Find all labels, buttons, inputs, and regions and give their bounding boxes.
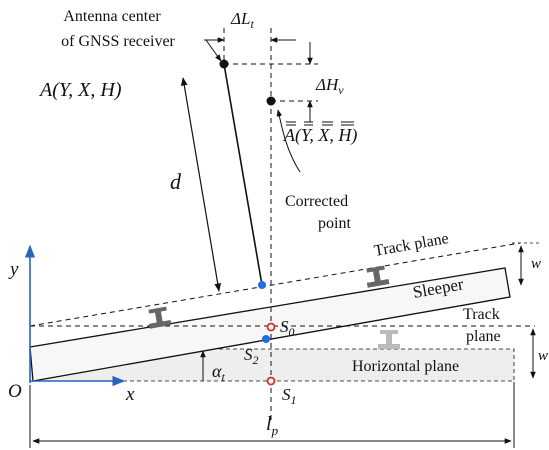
- pole-foot-point: [258, 281, 266, 289]
- point-abar-label: A(Y, X, H): [283, 125, 357, 146]
- corrected-label-line2: point: [318, 215, 351, 232]
- track-plane-right-line1: Track: [463, 306, 500, 323]
- corrected-label-line1: Corrected: [285, 193, 348, 210]
- antenna-pole: [223, 63, 263, 286]
- antenna-point-a: [219, 59, 229, 69]
- track-plane-top-line: [29, 242, 521, 327]
- d-dimension-arrow: [180, 77, 222, 292]
- antenna-label-line2: of GNSS receiver: [61, 33, 175, 50]
- s0-label: S0: [280, 317, 295, 339]
- d-label: d: [170, 169, 182, 194]
- track-plane-top-label: Track plane: [373, 230, 450, 260]
- s2-label: S2: [244, 345, 259, 367]
- origin-label: O: [8, 381, 22, 402]
- antenna-pointer: [205, 39, 222, 62]
- lp-label: lp: [266, 413, 279, 438]
- w-top-label: w: [531, 256, 541, 272]
- corrected-point-abar: [266, 96, 276, 106]
- corrected-point-pointer: [276, 109, 301, 173]
- horizontal-plane-label: Horizontal plane: [352, 358, 459, 375]
- track-plane-right-line2: plane: [466, 328, 501, 345]
- delta-l-label: ΔLt: [230, 9, 254, 31]
- x-axis-label: x: [125, 384, 135, 405]
- w-right-label: w: [538, 348, 548, 364]
- point-s0: [266, 322, 276, 332]
- point-abar-label-group: A(Y, X, H): [283, 121, 357, 146]
- sleeper-blue-point: [262, 335, 270, 343]
- s1-label: S1: [282, 385, 297, 407]
- alpha-label: αt: [212, 361, 225, 384]
- rail-left: [148, 306, 172, 329]
- point-a-label: A(Y, X, H): [38, 79, 122, 101]
- y-axis-label: y: [8, 259, 19, 280]
- point-s1: [266, 376, 276, 386]
- rail-projection: [378, 330, 400, 349]
- antenna-label-line1: Antenna center: [63, 8, 161, 25]
- delta-h-label: ΔHv: [315, 75, 344, 97]
- rail-right: [366, 265, 390, 288]
